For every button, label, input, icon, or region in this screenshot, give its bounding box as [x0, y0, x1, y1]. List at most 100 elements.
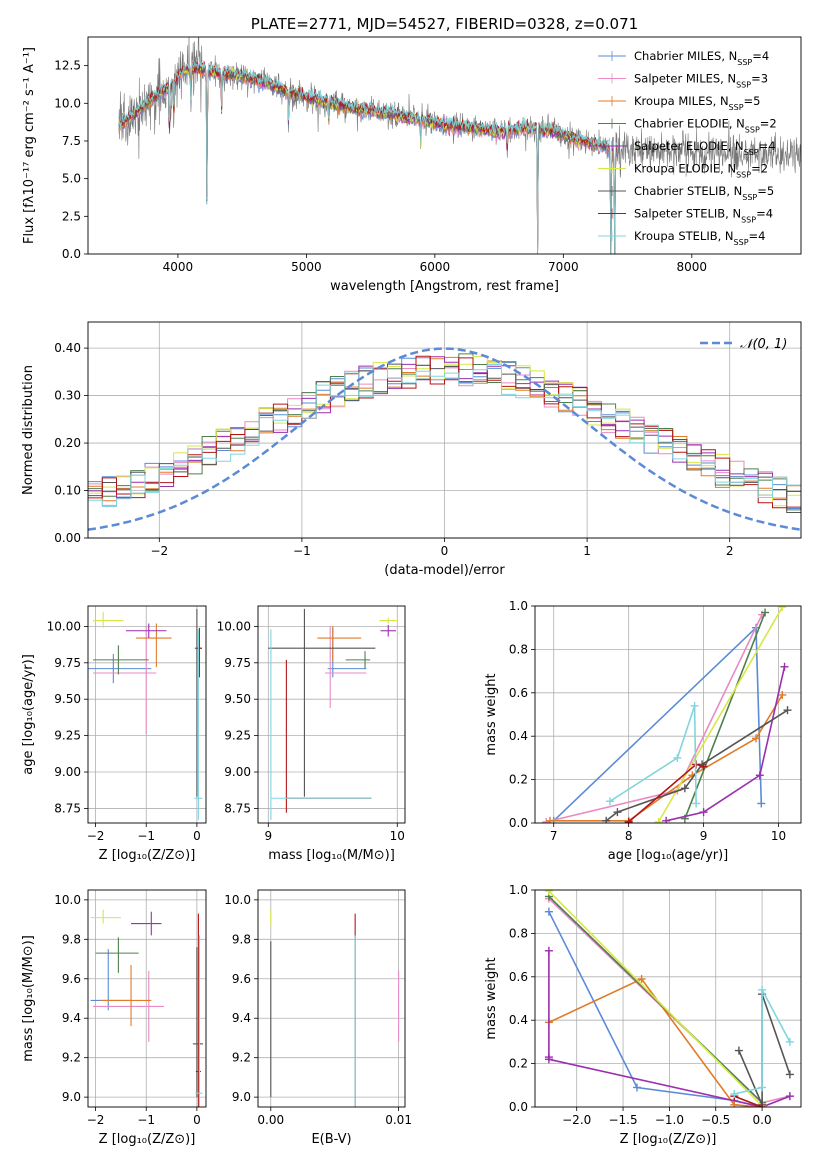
y-tick-label: 0.0 — [62, 247, 81, 261]
x-tick-label: 7 — [550, 829, 558, 843]
y-tick-label: 0.00 — [54, 531, 81, 545]
y-tick-label: 9.0 — [62, 1090, 81, 1104]
errorbar-plot — [88, 608, 203, 821]
x-axis-label: wavelength [Angstrom, rest frame] — [330, 279, 559, 294]
y-tick-label: 0.2 — [509, 773, 528, 787]
x-tick-label: 4000 — [163, 260, 194, 274]
y-tick-label: 10.00 — [47, 619, 81, 633]
model-spectrum-line — [118, 63, 618, 254]
x-tick-label: 8000 — [677, 260, 708, 274]
y-tick-label: 1.0 — [509, 883, 528, 897]
y-tick-label: 9.75 — [224, 656, 251, 670]
y-tick-label: 0.0 — [509, 816, 528, 830]
normal-curve — [88, 347, 801, 531]
legend-entry: Salpeter MILES, NSSP=3 — [634, 72, 768, 90]
y-tick-label: 0.8 — [509, 926, 528, 940]
y-tick-label: 0.30 — [54, 389, 81, 403]
observed-spectrum-line — [118, 37, 801, 254]
x-tick-label: 6000 — [420, 260, 451, 274]
y-tick-label: 0.8 — [509, 642, 528, 656]
residuals-panel: −2 −1 0 1 2 0.00 0.10 0.20 0.30 0.40 (data-model)/… — [21, 321, 802, 578]
residual-histogram — [88, 355, 801, 507]
mass-vs-ebv-panel: 0.00 0.01 9.0 9.2 9.4 9.6 9.8 10.0 E(B-V) — [224, 889, 412, 1147]
x-tick-label: 0 — [193, 1113, 201, 1127]
x-tick-label: −2 — [150, 544, 168, 558]
y-tick-label: 9.2 — [232, 1051, 251, 1065]
mass-weight-vs-metallicity-panel: −2.0 −1.5 −1.0 −0.5 0.0 0.0 0.2 0.4 0.6 0.8 1.0 Z [… — [484, 883, 802, 1147]
residual-histogram — [88, 356, 801, 501]
model-spectrum-line — [118, 61, 618, 254]
y-tick-label: 10.0 — [54, 893, 81, 907]
y-tick-label: 10.0 — [54, 96, 81, 110]
residual-histogram — [88, 363, 801, 507]
y-tick-label: 9.75 — [54, 656, 81, 670]
mass-vs-metallicity-panel: −2 −1 0 9.0 9.2 9.4 9.6 9.8 10.0 Z [log₁₀(Z/Z⊙)] m… — [21, 889, 207, 1147]
x-axis-label: Z [log₁₀(Z/Z⊙)] — [99, 848, 196, 863]
x-axis-label: Z [log₁₀(Z/Z⊙)] — [99, 1132, 196, 1147]
legend: 𝒩(0, 1) — [700, 337, 787, 352]
y-tick-label: 0.6 — [509, 686, 528, 700]
legend-entry: Kroupa ELODIE, NSSP=2 — [634, 162, 768, 180]
y-tick-label: 12.5 — [54, 59, 81, 73]
x-tick-label: 7000 — [548, 260, 579, 274]
y-axis-label: mass [log₁₀(M/M⊙)] — [21, 935, 36, 1062]
errorbar-plot — [268, 608, 398, 821]
mass-weight-line — [553, 625, 763, 822]
axes-frame — [87, 321, 802, 539]
model-spectrum-line — [118, 63, 618, 254]
y-tick-label: 9.8 — [62, 932, 81, 946]
y-axis-label: Normed distribution — [21, 365, 36, 495]
axes-frame — [534, 889, 802, 1108]
x-tick-label: 8 — [625, 829, 633, 843]
y-tick-label: 0.0 — [509, 1100, 528, 1114]
y-axis-label: mass weight — [484, 957, 499, 1039]
x-tick-label: −2.0 — [562, 1113, 591, 1127]
residual-histogram — [88, 355, 801, 509]
y-tick-label: 9.50 — [54, 692, 81, 706]
mass-weight-line — [734, 989, 791, 1095]
y-tick-label: 7.5 — [62, 134, 81, 148]
mass-weight-line — [684, 612, 766, 819]
y-tick-label: 9.25 — [54, 729, 81, 743]
mass-weight-line — [548, 977, 763, 1107]
age-vs-mass-panel: 9 10 8.75 9.00 9.25 9.50 9.75 10.00 mass [log₁₀(… — [217, 605, 406, 863]
model-spectrum-line — [118, 67, 618, 254]
x-axis-label: Z [log₁₀(Z/Z⊙)] — [620, 1132, 717, 1147]
model-spectrum-line — [118, 65, 618, 254]
y-tick-label: 9.8 — [232, 932, 251, 946]
y-tick-label: 1.0 — [509, 599, 528, 613]
x-tick-label: 9 — [700, 829, 708, 843]
y-tick-label: 10.0 — [224, 893, 251, 907]
mass-weight-line — [548, 911, 763, 1107]
age-vs-metallicity-panel: −2 −1 0 8.75 9.00 9.25 9.50 9.75 10.00 Z [log₁₀(Z… — [21, 605, 207, 863]
mass-weight-line — [665, 666, 786, 822]
legend: Chabrier MILES, NSSP=4 Salpeter MILES, NS… — [598, 49, 777, 247]
x-tick-label: −2 — [87, 1113, 105, 1127]
chart-title: PLATE=2771, MJD=54527, FIBERID=0328, z=0… — [251, 15, 638, 33]
axes-frame — [87, 605, 207, 824]
y-tick-label: 9.4 — [232, 1011, 251, 1025]
x-tick-label: 10 — [771, 829, 786, 843]
y-tick-label: 9.2 — [62, 1051, 81, 1065]
x-axis-label: E(B-V) — [311, 1132, 351, 1147]
y-tick-label: 9.25 — [224, 729, 251, 743]
y-tick-label: 0.10 — [54, 484, 81, 498]
y-tick-label: 9.4 — [62, 1011, 81, 1025]
y-tick-label: 9.0 — [232, 1090, 251, 1104]
x-tick-label: 0.01 — [385, 1113, 412, 1127]
x-axis-label: mass [log₁₀(M/M⊙)] — [268, 848, 395, 863]
y-tick-label: 8.75 — [224, 801, 251, 815]
legend-entry: Salpeter STELIB, NSSP=4 — [634, 207, 773, 225]
y-tick-label: 0.2 — [509, 1057, 528, 1071]
residual-histogram — [88, 363, 801, 513]
y-tick-label: 0.6 — [509, 970, 528, 984]
x-tick-label: 2 — [726, 544, 734, 558]
x-tick-label: 0 — [193, 829, 201, 843]
errorbar-plot — [90, 909, 203, 1107]
x-tick-label: 0.0 — [753, 1113, 772, 1127]
y-tick-label: 8.75 — [54, 801, 81, 815]
y-tick-label: 0.40 — [54, 341, 81, 355]
legend-entry: Kroupa STELIB, NSSP=4 — [634, 229, 765, 247]
y-tick-label: 0.4 — [509, 729, 528, 743]
